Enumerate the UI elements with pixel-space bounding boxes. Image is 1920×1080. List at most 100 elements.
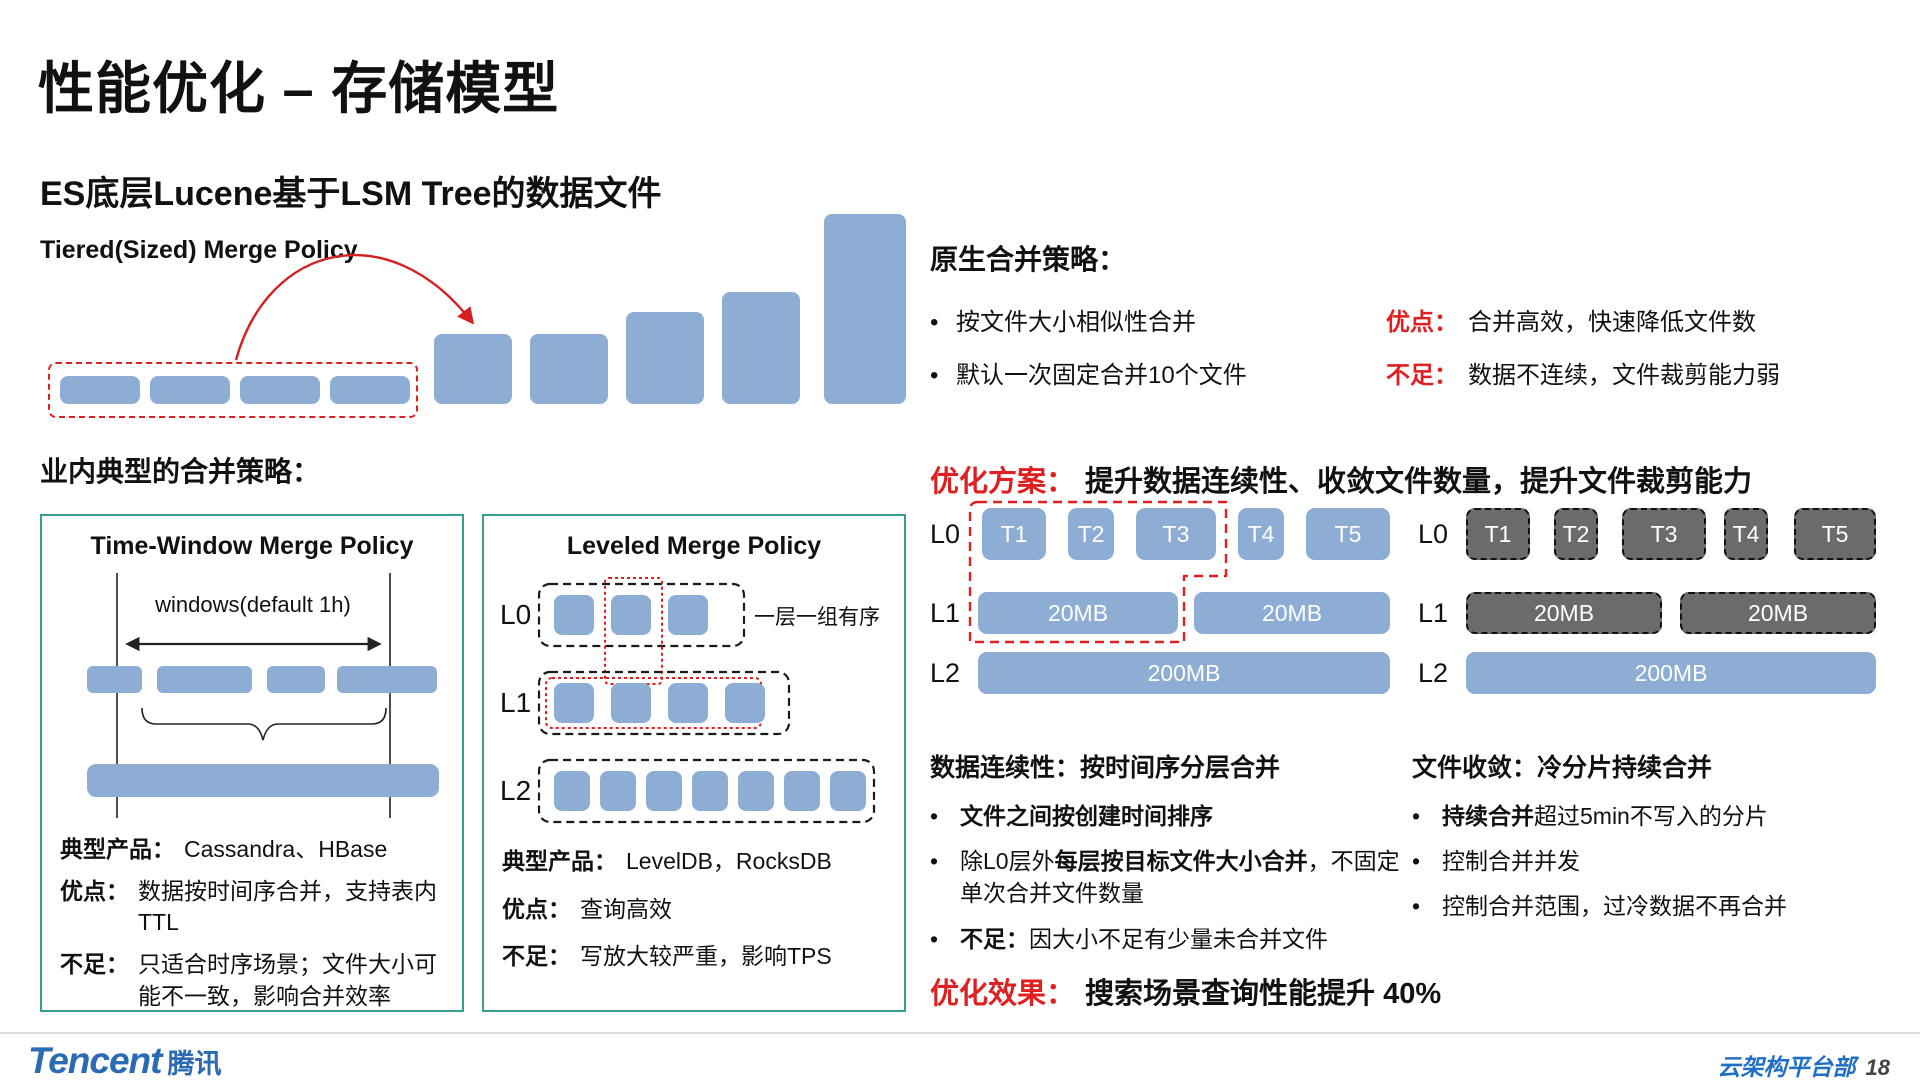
leveled-notes: 典型产品： LevelDB，RocksDB 优点： 查询高效 不足： 写放大较严… [502,846,894,983]
segment-bar [722,292,800,404]
l0-segment-cold: T4 [1724,508,1768,560]
segment-bar [330,376,410,404]
cons-text: 数据不连续，文件裁剪能力弱 [1468,362,1780,389]
bullet-dot: • [930,362,939,389]
convergence-heading: 文件收敛：冷分片持续合并 [1412,754,1713,782]
compaction-target-outline [545,677,762,729]
tencent-logo-en: Tencent [28,1040,162,1080]
pros-label: 优点： [1386,309,1458,336]
native-pros: 优点： 合并高效，快速降低文件数 [1386,302,1900,337]
native-bullet-1: 按文件大小相似性合并 [956,309,1196,336]
product-label: 典型产品： [502,848,617,874]
l0-segment: T4 [1238,508,1284,560]
leveled-title: Leveled Merge Policy [566,532,822,560]
cons-text: 只适合时序场景；文件大小可能不一致，影响合并效率 [138,951,437,1009]
l1-segment-cold: 20MB [1680,592,1876,634]
bullet-dot: • [1412,803,1421,829]
native-cons: 不足： 数据不连续，文件裁剪能力弱 [1386,355,1900,390]
tencent-logo: Tencent 腾讯 [28,1040,221,1080]
convergence-section: 文件收敛：冷分片持续合并 • 持续合并超过5min不写入的分片 • 控制合并并发… [1412,748,1904,936]
footer-divider [0,1032,1920,1034]
bullet-dot: • [1412,848,1421,875]
continuity-bullet-1: • 文件之间按创建时间排序 [930,800,1408,832]
cons-label: 不足： [60,951,129,978]
leveled-note: 一层一组有序 [754,606,880,629]
pros-label: 优点： [502,895,571,922]
pros-text: 合并高效，快速降低文件数 [1468,309,1756,336]
effect-label: 优化效果： [930,978,1076,1010]
convergence-bullet-1: • 持续合并超过5min不写入的分片 [1412,800,1904,832]
continuity-bullet-3-text: 不足：因大小不足有少量未合并文件 [960,925,1328,952]
segment-bar [240,376,320,404]
optimization-effect: 优化效果： 搜索场景查询性能提升 40% [930,970,1441,1012]
pros-label: 优点： [60,877,129,904]
time-window-policy-box: Time-Window Merge Policy windows(default… [40,514,464,1012]
level-label-l0: L0 [930,518,961,549]
product-row: 典型产品： Cassandra、HBase [60,834,452,866]
continuity-section: 数据连续性：按时间序分层合并 • 文件之间按创建时间排序 • 除L0层外每层按目… [930,748,1408,968]
leveled-diagram: L0 一层一组有序 L1 L2 [500,577,880,824]
cons-label: 不足： [1386,362,1458,389]
level-label-l2: L2 [1418,657,1449,688]
level-label-l2: L2 [930,657,961,688]
pros-row: 优点： 查询高效 [502,894,894,926]
l0-segment-cold: T2 [1554,508,1598,560]
continuity-heading: 数据连续性：按时间序分层合并 [930,754,1281,782]
l2-segment: 200MB [1466,652,1876,694]
native-strategy-list: • 按文件大小相似性合并 优点： 合并高效，快速降低文件数 • 默认一次固定合并1… [930,302,1900,390]
convergence-bullet-3: • 控制合并范围，过冷数据不再合并 [1412,890,1904,922]
continuity-bullet-2-text: 除L0层外每层按目标文件大小合并，不固定单次合并文件数量 [960,848,1400,907]
merged-long-bar [87,764,439,797]
l0-segment: T2 [1068,508,1114,560]
underbrace [141,707,387,741]
product-text: Cassandra、HBase [184,836,388,862]
merge-group-outline [48,362,418,418]
page-number: 18 [1865,1055,1890,1080]
cons-label: 不足： [502,943,571,970]
page-title: 性能优化 – 存储模型 [38,57,560,120]
segment-bar [60,376,140,404]
optimization-heading: 优化方案： 提升数据连续性、收敛文件数量，提升文件裁剪能力 [930,458,1752,500]
segment-bar [150,376,230,404]
l0-segment: T3 [1136,508,1216,560]
segment-bar [626,312,704,404]
l1-segment: 20MB [978,592,1178,634]
section-subtitle: ES底层Lucene基于LSM Tree的数据文件 [40,175,662,213]
tiered-merge-diagram [48,214,928,418]
level-label-l1: L1 [500,687,531,718]
footer-department: 云架构平台部 18 [1718,1048,1890,1080]
effect-text: 搜索场景查询性能提升 40% [1085,978,1442,1010]
continuity-bullet-2: • 除L0层外每层按目标文件大小合并，不固定单次合并文件数量 [930,845,1408,909]
level-label-l2: L2 [500,775,531,806]
compaction-path-outline [604,577,663,685]
segment-bar [530,334,608,404]
window-label: windows(default 1h) [154,592,351,617]
leveled-policy-box: Leveled Merge Policy L0 一层一组有序 L1 L2 [482,514,906,1012]
optimization-diagram: L0 L1 L2 T1 T2 T3 T4 T5 20MB 20MB 200MB … [930,500,1890,700]
segment-bar [434,334,512,404]
product-label: 典型产品： [60,836,175,862]
department-name: 云架构平台部 [1717,1054,1856,1080]
product-text: LevelDB，RocksDB [626,848,832,874]
bullet-dot: • [1412,893,1421,920]
l0-segment-cold: T5 [1794,508,1876,560]
native-bullet-2: 默认一次固定合并10个文件 [956,362,1247,389]
level-label-l0: L0 [500,599,531,630]
native-strategy-title: 原生合并策略： [930,244,1127,275]
segment-bar [824,214,906,404]
level-label-l1: L1 [1418,597,1449,628]
bullet-dot: • [930,848,939,875]
optimization-text: 提升数据连续性、收敛文件数量，提升文件裁剪能力 [1085,466,1753,498]
l0-segment-cold: T3 [1622,508,1706,560]
cons-row: 不足： 写放大较严重，影响TPS [502,941,894,973]
pros-row: 优点： 数据按时间序合并，支持表内TTL [60,876,452,939]
bullet-dot: • [930,925,939,952]
product-row: 典型产品： LevelDB，RocksDB [502,846,894,878]
cons-row: 不足： 只适合时序场景；文件大小可能不一致，影响合并效率 [60,949,452,1012]
l1-segment: 20MB [1194,592,1390,634]
level-label-l0: L0 [1418,518,1449,549]
l0-segment-cold: T1 [1466,508,1530,560]
cons-text: 写放大较严重，影响TPS [580,943,832,970]
bullet-dot: • [930,309,939,336]
